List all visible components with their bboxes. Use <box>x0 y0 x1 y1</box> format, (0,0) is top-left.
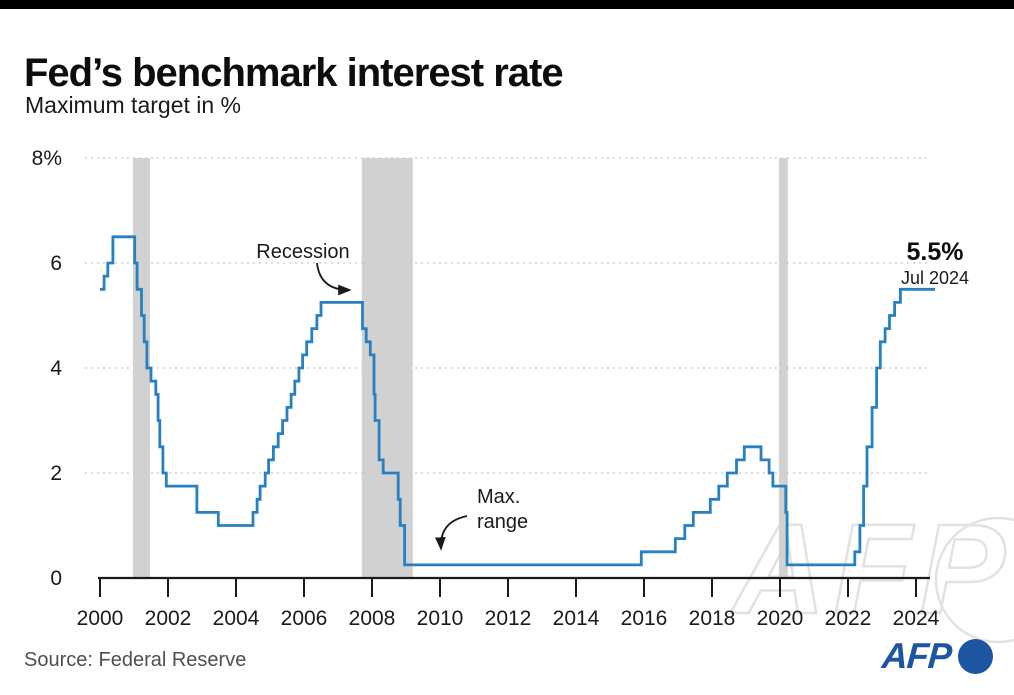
recession-band-2 <box>361 158 413 578</box>
x-tick-label-2012: 2012 <box>485 607 532 630</box>
x-tick-label-2004: 2004 <box>213 607 260 630</box>
afp-logo-circle <box>958 638 993 674</box>
x-tick-label-2008: 2008 <box>349 607 396 630</box>
recession-band-3 <box>778 158 788 578</box>
rate-step-line <box>100 235 935 567</box>
y-tick-label-2: 2 <box>50 462 62 485</box>
annotation-max-range: Max. range <box>477 485 528 535</box>
y-tick-label-0: 0 <box>50 567 62 590</box>
x-tick-label-2014: 2014 <box>553 607 600 630</box>
x-tick-label-2024: 2024 <box>893 607 940 630</box>
page-title: Fed’s benchmark interest rate <box>24 50 564 95</box>
x-tick-label-2000: 2000 <box>77 607 124 630</box>
y-tick-label-4: 4 <box>50 357 62 380</box>
y-tick-label-8: 8% <box>32 147 62 170</box>
chart-subtitle: Maximum target in % <box>25 92 242 118</box>
x-tick-label-2006: 2006 <box>281 607 328 630</box>
x-tick-label-2010: 2010 <box>417 607 464 630</box>
x-tick-label-2016: 2016 <box>621 607 668 630</box>
y-tick-label-6: 6 <box>50 252 62 275</box>
latest-value-label: 5.5% <box>906 238 964 266</box>
top-black-bar <box>0 0 1014 9</box>
x-tick-label-2020: 2020 <box>757 607 804 630</box>
x-tick-label-2022: 2022 <box>825 607 872 630</box>
x-tick-label-2002: 2002 <box>145 607 192 630</box>
afp-watermark-circle <box>934 516 1014 644</box>
afp-logo-text: AFP <box>880 635 953 676</box>
annotation-max-range-line2: range <box>477 511 529 533</box>
afp-watermark-text: AFP <box>730 498 1013 641</box>
recession-arrow <box>316 262 352 296</box>
latest-date-label: Jul 2024 <box>900 268 970 288</box>
max-range-arrow <box>434 515 468 551</box>
annotation-recession: Recession <box>256 241 350 263</box>
annotation-max-range-line1: Max. <box>477 486 521 508</box>
source-credit: Source: Federal Reserve <box>24 649 247 671</box>
afp-logo: AFP <box>880 635 993 676</box>
x-tick-label-2018: 2018 <box>689 607 736 630</box>
